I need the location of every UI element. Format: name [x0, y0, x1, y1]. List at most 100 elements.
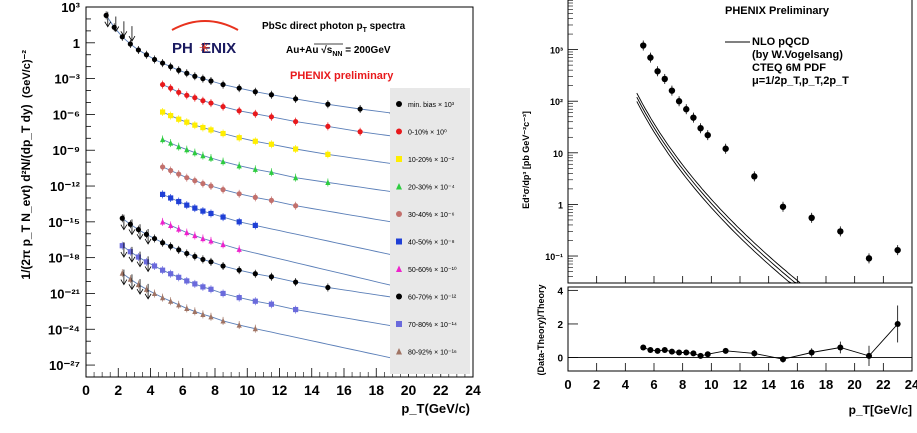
- left-x-tick-label: 24: [465, 382, 481, 398]
- left-data-point: [135, 254, 142, 260]
- left-data-point: [200, 181, 206, 187]
- left-data-point: [268, 114, 275, 120]
- left-data-point: [192, 178, 198, 184]
- left-upper-limit-arrowhead: [144, 293, 152, 300]
- right-x-tick-label: 10: [704, 377, 718, 392]
- legend-box: [390, 88, 470, 374]
- ratio-data-point: [640, 344, 647, 351]
- theory-curve: [636, 101, 912, 284]
- left-data-point: [236, 267, 242, 273]
- left-data-point: [192, 253, 198, 260]
- left-data-point: [192, 122, 198, 128]
- left-data-point: [192, 205, 198, 211]
- right-data-point: [865, 255, 873, 262]
- logo-arc: [171, 20, 239, 31]
- left-data-point: [268, 169, 275, 175]
- left-data-point: [159, 240, 166, 246]
- left-data-point: [236, 219, 242, 225]
- legend-label: min. bias × 10³: [408, 102, 455, 109]
- left-x-tick-label: 14: [304, 382, 320, 398]
- left-data-point: [220, 263, 226, 269]
- left-data-point: [208, 154, 214, 161]
- left-y-tick-label: 10⁻²⁷: [49, 358, 80, 373]
- left-data-point: [208, 259, 214, 265]
- left-y-tick-label: 10⁻¹⁵: [48, 215, 80, 230]
- right-legend-line-2: (by W.Vogelsang): [752, 49, 843, 61]
- right-data-point: [837, 228, 844, 235]
- ratio-data-point: [647, 347, 654, 353]
- ratio-data-point: [661, 347, 668, 353]
- right-y-tick-label: 10⁻¹: [545, 252, 563, 262]
- left-data-point: [159, 109, 166, 115]
- left-data-point: [208, 100, 214, 106]
- right-x-tick-label: 24: [905, 377, 917, 392]
- left-upper-limit-arrowhead: [120, 31, 128, 38]
- ratio-data-point: [683, 349, 690, 356]
- left-upper-limit-arrowhead: [144, 238, 152, 245]
- right-x-tick-label: 8: [679, 377, 686, 392]
- left-data-point: [168, 243, 174, 249]
- left-data-point: [236, 162, 242, 169]
- right-y-tick-label: 10: [553, 149, 563, 159]
- left-upper-limit-arrowhead: [120, 251, 128, 258]
- left-data-point: [293, 279, 299, 285]
- left-upper-limit-arrowhead: [120, 279, 128, 286]
- right-data-point: [722, 145, 729, 152]
- left-data-point: [159, 218, 166, 225]
- right-y-axis: 10³ 10² 10 1 10⁻¹: [545, 0, 578, 284]
- ratio-plot: 0 2 4: [557, 286, 912, 366]
- left-data-point: [293, 96, 299, 102]
- left-data-point: [252, 138, 258, 144]
- phenix-logo: PH ENIX ✳: [171, 20, 239, 57]
- right-data-point: [654, 68, 661, 75]
- right-data-point: [704, 131, 711, 139]
- left-data-point: [192, 149, 198, 156]
- right-x-tick-label: 16: [790, 377, 804, 392]
- ratio-data-point: [866, 352, 872, 359]
- left-data-point: [159, 136, 166, 143]
- left-spectra-panel: 10³ 1 10⁻³ 10⁻⁶ 10⁻⁹ 10⁻¹² 10⁻¹⁵ 10⁻¹⁸ 10⁻²¹ 10⁻²…: [19, 0, 481, 416]
- left-data-point: [168, 85, 174, 91]
- right-y-tick-label: 10³: [550, 46, 563, 56]
- legend-label: 80-92% × 10⁻¹⁶: [408, 350, 457, 357]
- ratio-data-point: [690, 350, 697, 357]
- left-x-tick-label: 22: [433, 382, 449, 398]
- right-x-tick-label: 22: [876, 377, 890, 392]
- left-data-point: [176, 171, 182, 177]
- left-data-point: [184, 92, 190, 98]
- left-ylabel-unit: (GeV/c)⁻²: [21, 50, 33, 98]
- left-x-tick-label: 18: [368, 382, 384, 398]
- left-data-point: [200, 284, 206, 290]
- ratio-data-point: [668, 348, 675, 355]
- left-data-point: [168, 222, 174, 229]
- left-data-point: [220, 187, 226, 193]
- ratio-data-point: [780, 356, 786, 363]
- ratio-data-point: [654, 347, 661, 354]
- left-y-tick-label: 10⁻²⁴: [48, 322, 80, 337]
- legend-label: 60-70% × 10⁻¹²: [408, 295, 457, 302]
- left-data-point: [208, 78, 214, 84]
- left-y-tick-label: 1: [73, 36, 80, 51]
- left-data-point: [252, 325, 258, 332]
- left-data-point: [236, 321, 242, 328]
- left-data-point: [184, 70, 190, 76]
- legend-marker: [396, 321, 402, 327]
- left-y-tick-label: 10⁻⁹: [53, 143, 81, 158]
- left-data-point: [236, 295, 242, 301]
- left-data-point: [220, 241, 226, 248]
- ratio-y-tick-label: 2: [557, 320, 563, 331]
- ratio-data-point: [722, 347, 729, 354]
- left-data-point: [220, 214, 226, 220]
- left-data-point: [268, 301, 275, 307]
- left-data-point: [208, 210, 214, 217]
- right-y-axis-label: Ed³σ/dp³ [pb GeV⁻²c⁻³]: [521, 111, 531, 209]
- right-title: PHENIX Preliminary: [725, 5, 830, 17]
- left-x-tick-label: 2: [114, 382, 122, 398]
- left-data-point: [176, 247, 182, 253]
- left-data-point: [184, 175, 190, 181]
- left-data-point: [236, 108, 242, 114]
- right-cross-section-panel: 10³ 10² 10 1 10⁻¹ PHENIX Preliminary NLO pQC…: [521, 0, 917, 417]
- right-x-tick-label: 20: [847, 377, 861, 392]
